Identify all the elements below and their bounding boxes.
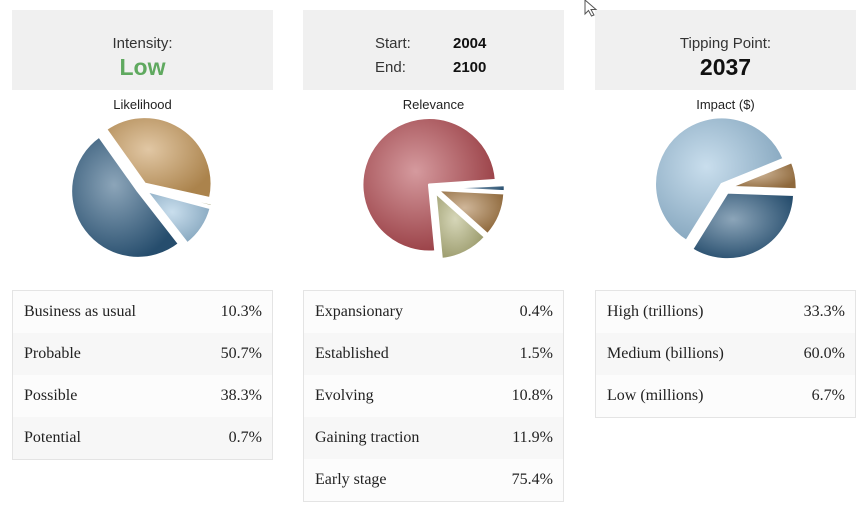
row-label: Expansionary bbox=[315, 303, 403, 320]
table-row: Low (millions) 6.7% bbox=[596, 375, 855, 417]
pie-slice-potential[interactable] bbox=[145, 187, 214, 208]
row-value: 0.7% bbox=[228, 429, 262, 446]
pie-slice-possible[interactable] bbox=[104, 115, 214, 200]
relevance-pie-chart bbox=[361, 116, 507, 261]
row-label: Medium (billions) bbox=[607, 345, 724, 362]
pie-slice-established[interactable] bbox=[436, 183, 507, 193]
table-row: Potential 0.7% bbox=[13, 417, 272, 459]
likelihood-table: Business as usual 10.3% Probable 50.7% Pos… bbox=[12, 290, 273, 460]
pie-slice-evolving[interactable] bbox=[436, 188, 506, 236]
end-value: 2100 bbox=[453, 59, 487, 76]
pie-slice-early-stage[interactable] bbox=[361, 116, 498, 254]
table-row: Possible 38.3% bbox=[13, 375, 272, 417]
end-label: End: bbox=[375, 59, 406, 76]
row-label: High (trillions) bbox=[607, 303, 704, 320]
table-row: Expansionary 0.4% bbox=[304, 291, 563, 333]
pie-slice-low-millions[interactable] bbox=[728, 160, 799, 191]
row-value: 50.7% bbox=[220, 345, 262, 362]
pie-slice-high-trillions[interactable] bbox=[690, 191, 796, 261]
relevance-table: Expansionary 0.4% Established 1.5% Evolvin… bbox=[303, 290, 564, 502]
row-value: 60.0% bbox=[803, 345, 845, 362]
row-value: 11.9% bbox=[512, 429, 553, 446]
intensity-label: Intensity: bbox=[112, 35, 173, 52]
start-label: Start: bbox=[375, 35, 411, 52]
pie-slice-business-as-usual[interactable] bbox=[144, 189, 213, 245]
row-label: Early stage bbox=[315, 471, 387, 488]
date-range-card: Start: 2004 End: 2100 bbox=[303, 10, 564, 90]
row-label: Possible bbox=[24, 387, 78, 404]
row-value: 38.3% bbox=[220, 387, 262, 404]
row-value: 0.4% bbox=[519, 303, 553, 320]
row-label: Low (millions) bbox=[607, 387, 704, 404]
table-row: Business as usual 10.3% bbox=[13, 291, 272, 333]
pie-slice-medium-billions[interactable] bbox=[653, 115, 786, 243]
impact-pie-chart bbox=[653, 115, 799, 261]
row-label: Evolving bbox=[315, 387, 374, 404]
row-label: Established bbox=[315, 345, 389, 362]
row-value: 33.3% bbox=[803, 303, 845, 320]
likelihood-chart-title: Likelihood bbox=[113, 97, 172, 112]
table-row: Evolving 10.8% bbox=[304, 375, 563, 417]
row-value: 6.7% bbox=[811, 387, 845, 404]
row-value: 75.4% bbox=[511, 471, 553, 488]
table-row: Medium (billions) 60.0% bbox=[596, 333, 855, 375]
start-value: 2004 bbox=[453, 35, 487, 52]
likelihood-pie-chart bbox=[69, 115, 214, 260]
relevance-chart-title: Relevance bbox=[402, 97, 465, 112]
intensity-value: Low bbox=[119, 54, 166, 80]
row-label: Potential bbox=[24, 429, 81, 446]
pie-slice-probable[interactable] bbox=[69, 135, 181, 260]
row-value: 10.8% bbox=[511, 387, 553, 404]
mouse-cursor-icon bbox=[584, 0, 598, 17]
tipping-point-value: 2037 bbox=[699, 54, 752, 80]
row-value: 1.5% bbox=[519, 345, 553, 362]
tipping-point-label: Tipping Point: bbox=[679, 35, 772, 52]
row-label: Gaining traction bbox=[315, 429, 420, 446]
row-label: Probable bbox=[24, 345, 81, 362]
table-row: Established 1.5% bbox=[304, 333, 563, 375]
table-row: Early stage 75.4% bbox=[304, 459, 563, 501]
impact-table: High (trillions) 33.3% Medium (billions) 6… bbox=[595, 290, 856, 418]
tipping-point-card: Tipping Point: 2037 bbox=[595, 10, 856, 90]
row-label: Business as usual bbox=[24, 303, 136, 320]
table-row: Gaining traction 11.9% bbox=[304, 417, 563, 459]
pie-slice-gaining-traction[interactable] bbox=[434, 191, 487, 261]
impact-chart-title: Impact ($) bbox=[696, 97, 755, 112]
row-value: 10.3% bbox=[220, 303, 262, 320]
intensity-card: Intensity: Low bbox=[12, 10, 273, 90]
table-row: Probable 50.7% bbox=[13, 333, 272, 375]
table-row: High (trillions) 33.3% bbox=[596, 291, 855, 333]
